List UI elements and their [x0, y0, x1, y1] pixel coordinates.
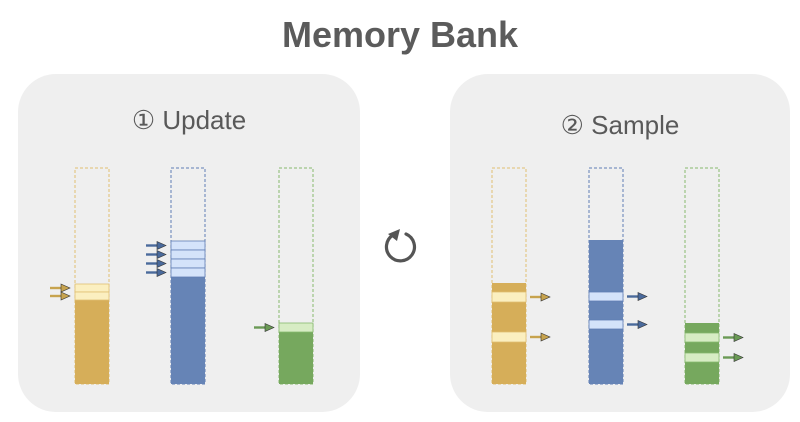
sample-green-column-slot	[684, 352, 720, 363]
sample-green-column-read-arrow-head	[733, 333, 744, 342]
sample-yellow-column-slot	[491, 331, 527, 343]
update-yellow-column-slot	[74, 283, 110, 293]
sample-blue-column-read-arrow-head	[637, 292, 648, 301]
update-blue-column-slot	[170, 249, 206, 260]
update-blue-column-write-arrow-head	[156, 268, 167, 277]
update-panel-label: ① Update	[131, 105, 247, 135]
update-blue-column-slot	[170, 240, 206, 251]
sample-yellow-column-read-arrow-head	[540, 292, 551, 302]
update-blue-column-write-arrow-head	[156, 241, 167, 250]
refresh-icon	[384, 229, 417, 263]
sample-blue-column-read-arrow-head	[637, 320, 648, 329]
sample-blue-column-slot	[588, 319, 624, 330]
update-green-column-write-arrow-head	[264, 323, 275, 332]
sample-blue-column-slot	[588, 291, 624, 302]
sample-yellow-column-read-arrow-head	[540, 332, 551, 342]
diagram-title: Memory Bank	[281, 14, 519, 55]
sample-yellow-column-slot	[491, 291, 527, 303]
update-blue-column-write-arrow-head	[156, 259, 167, 268]
update-blue-column-slot	[170, 267, 206, 278]
sample-green-column-read-arrow-head	[733, 353, 744, 362]
update-blue-column-slot	[170, 258, 206, 269]
update-yellow-column-slot	[74, 291, 110, 301]
update-blue-column-write-arrow-head	[156, 250, 167, 259]
update-yellow-column-fill	[75, 300, 109, 384]
update-green-column-fill	[279, 332, 313, 384]
sample-blue-column-fill	[589, 240, 623, 384]
sample-panel-label: ② Sample	[560, 110, 680, 140]
sample-green-column-slot	[684, 332, 720, 343]
update-green-column-slot	[278, 322, 314, 333]
update-blue-column-fill	[171, 277, 205, 384]
update-yellow-column-write-arrow-head	[60, 291, 71, 301]
update-yellow-column-write-arrow-head	[60, 283, 71, 293]
